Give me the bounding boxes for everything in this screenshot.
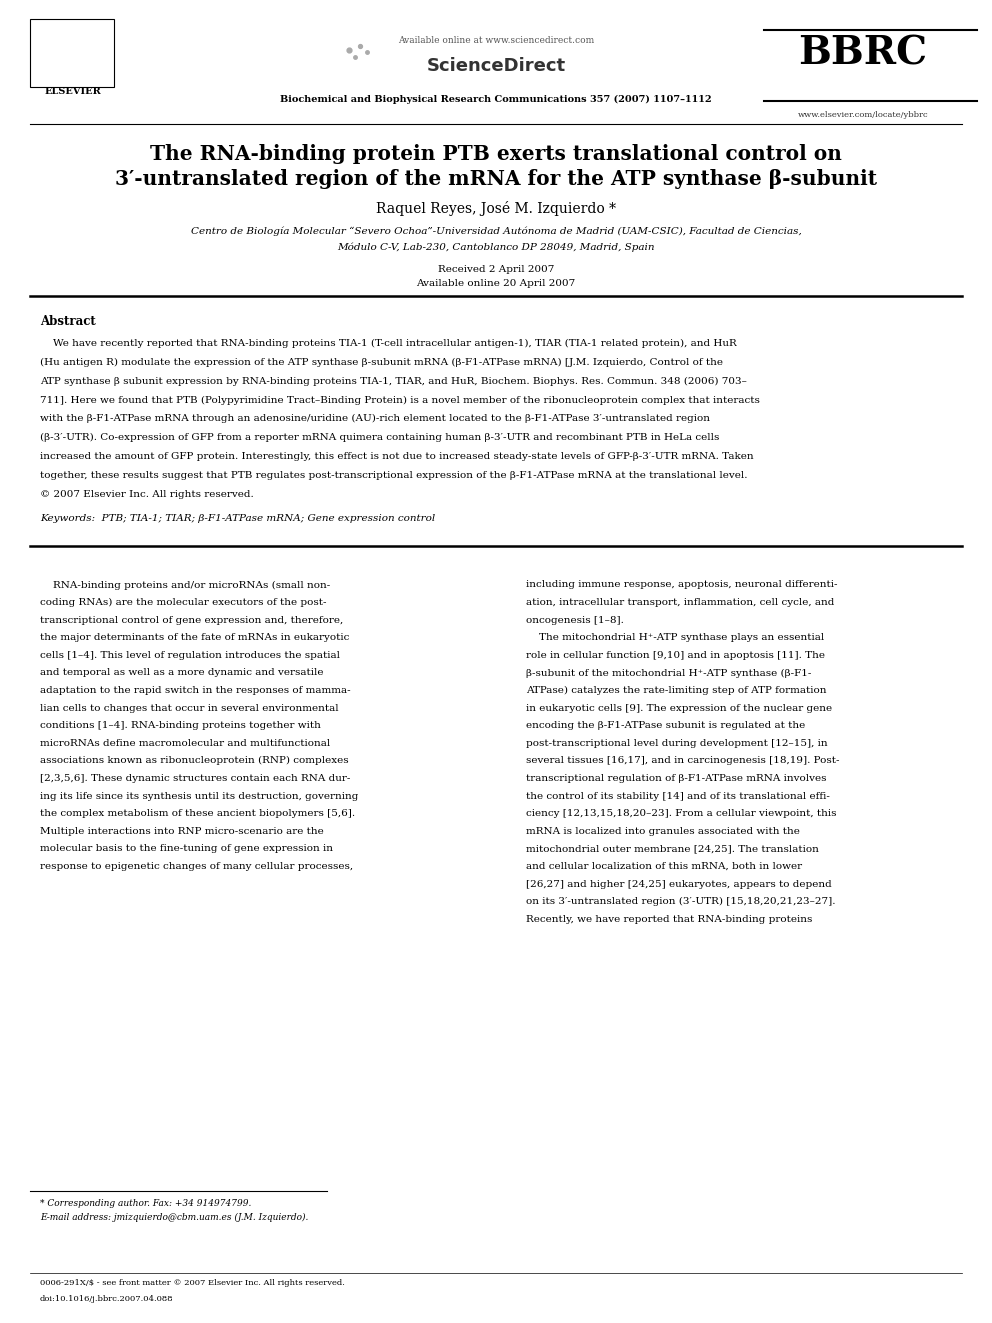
Text: adaptation to the rapid switch in the responses of mamma-: adaptation to the rapid switch in the re… xyxy=(40,685,350,695)
Text: (Hu antigen R) modulate the expression of the ATP synthase β-subunit mRNA (β-F1-: (Hu antigen R) modulate the expression o… xyxy=(40,357,723,366)
Text: together, these results suggest that PTB regulates post-transcriptional expressi: together, these results suggest that PTB… xyxy=(40,471,747,480)
Text: including immune response, apoptosis, neuronal differenti-: including immune response, apoptosis, ne… xyxy=(526,581,837,590)
Text: mRNA is localized into granules associated with the: mRNA is localized into granules associat… xyxy=(526,827,800,836)
Text: encoding the β-F1-ATPase subunit is regulated at the: encoding the β-F1-ATPase subunit is regu… xyxy=(526,721,806,730)
Text: Centro de Biología Molecular “Severo Ochoa”-Universidad Autónoma de Madrid (UAM-: Centro de Biología Molecular “Severo Och… xyxy=(190,226,802,235)
Bar xyxy=(32,21,112,85)
Text: We have recently reported that RNA-binding proteins TIA-1 (T-cell intracellular : We have recently reported that RNA-bindi… xyxy=(40,339,736,348)
Text: Biochemical and Biophysical Research Communications 357 (2007) 1107–1112: Biochemical and Biophysical Research Com… xyxy=(280,95,712,105)
Text: ScienceDirect: ScienceDirect xyxy=(427,57,565,75)
Text: response to epigenetic changes of many cellular processes,: response to epigenetic changes of many c… xyxy=(40,861,353,871)
Text: www.elsevier.com/locate/ybbrc: www.elsevier.com/locate/ybbrc xyxy=(798,111,929,119)
Text: [2,3,5,6]. These dynamic structures contain each RNA dur-: [2,3,5,6]. These dynamic structures cont… xyxy=(40,774,350,783)
Text: transcriptional control of gene expression and, therefore,: transcriptional control of gene expressi… xyxy=(40,615,343,624)
Text: Abstract: Abstract xyxy=(40,315,95,328)
Text: several tissues [16,17], and in carcinogenesis [18,19]. Post-: several tissues [16,17], and in carcinog… xyxy=(526,757,839,766)
Text: mitochondrial outer membrane [24,25]. The translation: mitochondrial outer membrane [24,25]. Th… xyxy=(526,844,818,853)
Text: Multiple interactions into RNP micro-scenario are the: Multiple interactions into RNP micro-sce… xyxy=(40,827,323,836)
Text: the control of its stability [14] and of its translational effi-: the control of its stability [14] and of… xyxy=(526,791,829,800)
Text: molecular basis to the fine-tuning of gene expression in: molecular basis to the fine-tuning of ge… xyxy=(40,844,332,853)
Text: Available online 20 April 2007: Available online 20 April 2007 xyxy=(417,279,575,288)
Text: on its 3′-untranslated region (3′-UTR) [15,18,20,21,23–27].: on its 3′-untranslated region (3′-UTR) [… xyxy=(526,897,835,906)
Text: lian cells to changes that occur in several environmental: lian cells to changes that occur in seve… xyxy=(40,704,338,713)
Text: ciency [12,13,15,18,20–23]. From a cellular viewpoint, this: ciency [12,13,15,18,20–23]. From a cellu… xyxy=(526,810,836,818)
Bar xyxy=(30,19,114,87)
Text: (β-3′-UTR). Co-expression of GFP from a reporter mRNA quimera containing human β: (β-3′-UTR). Co-expression of GFP from a … xyxy=(40,433,719,442)
Text: associations known as ribonucleoprotein (RNP) complexes: associations known as ribonucleoprotein … xyxy=(40,757,348,766)
Text: Módulo C-V, Lab-230, Cantoblanco DP 28049, Madrid, Spain: Módulo C-V, Lab-230, Cantoblanco DP 2804… xyxy=(337,242,655,251)
Text: The mitochondrial H⁺-ATP synthase plays an essential: The mitochondrial H⁺-ATP synthase plays … xyxy=(526,634,824,642)
Text: role in cellular function [9,10] and in apoptosis [11]. The: role in cellular function [9,10] and in … xyxy=(526,651,824,660)
Text: the complex metabolism of these ancient biopolymers [5,6].: the complex metabolism of these ancient … xyxy=(40,810,355,818)
Text: The RNA-binding protein PTB exerts translational control on: The RNA-binding protein PTB exerts trans… xyxy=(150,144,842,164)
Text: cells [1–4]. This level of regulation introduces the spatial: cells [1–4]. This level of regulation in… xyxy=(40,651,339,660)
Text: ation, intracellular transport, inflammation, cell cycle, and: ation, intracellular transport, inflamma… xyxy=(526,598,834,607)
Text: coding RNAs) are the molecular executors of the post-: coding RNAs) are the molecular executors… xyxy=(40,598,326,607)
Text: post-transcriptional level during development [12–15], in: post-transcriptional level during develo… xyxy=(526,738,827,747)
Text: Received 2 April 2007: Received 2 April 2007 xyxy=(437,265,555,274)
Text: * Corresponding author. Fax: +34 914974799.: * Corresponding author. Fax: +34 9149747… xyxy=(40,1199,251,1208)
Text: Recently, we have reported that RNA-binding proteins: Recently, we have reported that RNA-bind… xyxy=(526,914,812,923)
Text: Available online at www.sciencedirect.com: Available online at www.sciencedirect.co… xyxy=(398,36,594,45)
Text: doi:10.1016/j.bbrc.2007.04.088: doi:10.1016/j.bbrc.2007.04.088 xyxy=(40,1295,174,1303)
Text: 0006-291X/$ - see front matter © 2007 Elsevier Inc. All rights reserved.: 0006-291X/$ - see front matter © 2007 El… xyxy=(40,1279,344,1287)
Text: Keywords:  PTB; TIA-1; TIAR; β-F1-ATPase mRNA; Gene expression control: Keywords: PTB; TIA-1; TIAR; β-F1-ATPase … xyxy=(40,515,434,524)
Text: [26,27] and higher [24,25] eukaryotes, appears to depend: [26,27] and higher [24,25] eukaryotes, a… xyxy=(526,880,831,889)
Text: transcriptional regulation of β-F1-ATPase mRNA involves: transcriptional regulation of β-F1-ATPas… xyxy=(526,774,826,783)
Text: E-mail address: jmizquierdo@cbm.uam.es (J.M. Izquierdo).: E-mail address: jmizquierdo@cbm.uam.es (… xyxy=(40,1213,309,1222)
Text: with the β-F1-ATPase mRNA through an adenosine/uridine (AU)-rich element located: with the β-F1-ATPase mRNA through an ade… xyxy=(40,414,709,423)
Text: microRNAs define macromolecular and multifunctional: microRNAs define macromolecular and mult… xyxy=(40,738,330,747)
Text: ATP synthase β subunit expression by RNA-binding proteins TIA-1, TIAR, and HuR, : ATP synthase β subunit expression by RNA… xyxy=(40,377,747,385)
Text: and cellular localization of this mRNA, both in lower: and cellular localization of this mRNA, … xyxy=(526,861,802,871)
Text: 3′-untranslated region of the mRNA for the ATP synthase β-subunit: 3′-untranslated region of the mRNA for t… xyxy=(115,169,877,189)
Text: © 2007 Elsevier Inc. All rights reserved.: © 2007 Elsevier Inc. All rights reserved… xyxy=(40,490,253,499)
Text: ATPase) catalyzes the rate-limiting step of ATP formation: ATPase) catalyzes the rate-limiting step… xyxy=(526,685,826,695)
Text: increased the amount of GFP protein. Interestingly, this effect is not due to in: increased the amount of GFP protein. Int… xyxy=(40,452,753,462)
Text: β-subunit of the mitochondrial H⁺-ATP synthase (β-F1-: β-subunit of the mitochondrial H⁺-ATP sy… xyxy=(526,668,811,677)
Text: ing its life since its synthesis until its destruction, governing: ing its life since its synthesis until i… xyxy=(40,791,358,800)
Text: oncogenesis [1–8].: oncogenesis [1–8]. xyxy=(526,615,624,624)
Text: ELSEVIER: ELSEVIER xyxy=(44,87,101,97)
Text: 711]. Here we found that PTB (Polypyrimidine Tract–Binding Protein) is a novel m: 711]. Here we found that PTB (Polypyrimi… xyxy=(40,396,760,405)
Text: Raquel Reyes, José M. Izquierdo *: Raquel Reyes, José M. Izquierdo * xyxy=(376,201,616,216)
Text: and temporal as well as a more dynamic and versatile: and temporal as well as a more dynamic a… xyxy=(40,668,323,677)
Text: in eukaryotic cells [9]. The expression of the nuclear gene: in eukaryotic cells [9]. The expression … xyxy=(526,704,832,713)
Text: BBRC: BBRC xyxy=(799,34,928,73)
Text: the major determinants of the fate of mRNAs in eukaryotic: the major determinants of the fate of mR… xyxy=(40,634,349,642)
Text: RNA-binding proteins and/or microRNAs (small non-: RNA-binding proteins and/or microRNAs (s… xyxy=(40,581,330,590)
Text: conditions [1–4]. RNA-binding proteins together with: conditions [1–4]. RNA-binding proteins t… xyxy=(40,721,320,730)
